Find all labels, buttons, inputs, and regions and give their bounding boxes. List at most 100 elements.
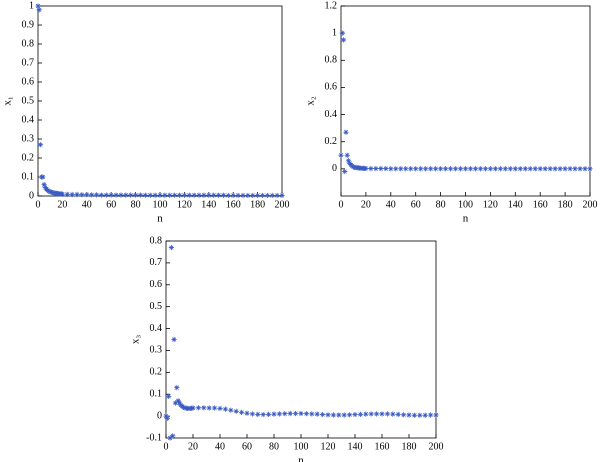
x-tick-label: 200 bbox=[275, 199, 290, 210]
point bbox=[497, 166, 503, 172]
point bbox=[162, 192, 168, 198]
point bbox=[433, 166, 439, 172]
point bbox=[98, 192, 105, 198]
point bbox=[269, 192, 275, 199]
y-tick-label: 0.2 bbox=[22, 152, 35, 163]
point bbox=[215, 192, 222, 198]
point bbox=[228, 407, 234, 413]
point bbox=[552, 166, 558, 172]
point bbox=[93, 192, 100, 198]
point bbox=[368, 411, 374, 417]
point bbox=[452, 166, 459, 172]
point bbox=[103, 192, 109, 198]
point bbox=[522, 166, 528, 172]
point bbox=[303, 411, 309, 417]
x-tick-label: 140 bbox=[348, 441, 363, 452]
point bbox=[582, 166, 588, 172]
point bbox=[547, 166, 553, 172]
x-tick-label: 120 bbox=[177, 199, 192, 210]
point bbox=[235, 192, 241, 199]
point bbox=[137, 192, 144, 198]
x-tick-label: 0 bbox=[36, 199, 41, 210]
point bbox=[408, 166, 414, 172]
point bbox=[339, 30, 345, 36]
y-tick-label: -0.1 bbox=[146, 432, 162, 443]
y-tick-label: 0.7 bbox=[22, 57, 35, 68]
x-tick-label: 160 bbox=[226, 199, 241, 210]
point bbox=[442, 166, 449, 172]
point bbox=[287, 410, 293, 417]
point bbox=[388, 166, 394, 172]
point bbox=[250, 192, 256, 199]
point bbox=[172, 192, 178, 198]
point bbox=[422, 412, 428, 418]
x-tick-label: 200 bbox=[583, 199, 598, 210]
point bbox=[279, 192, 285, 199]
point bbox=[345, 158, 352, 164]
point bbox=[176, 400, 183, 406]
point bbox=[42, 184, 48, 191]
x-tick-label: 120 bbox=[483, 199, 498, 210]
y-tick-label: 0.6 bbox=[325, 82, 338, 93]
point bbox=[477, 166, 484, 172]
point bbox=[542, 166, 548, 172]
x-tick-label: 0 bbox=[164, 441, 169, 452]
x-axis-label: n bbox=[463, 213, 469, 225]
point bbox=[37, 142, 44, 148]
point bbox=[309, 411, 315, 417]
point bbox=[572, 166, 578, 172]
x-tick-label: 20 bbox=[188, 441, 198, 452]
point bbox=[264, 192, 270, 199]
point bbox=[220, 192, 227, 198]
point bbox=[341, 412, 347, 418]
point bbox=[175, 398, 181, 404]
point bbox=[363, 165, 369, 172]
x-tick-label: 40 bbox=[386, 199, 396, 210]
point bbox=[557, 166, 563, 172]
point bbox=[133, 192, 139, 198]
point bbox=[418, 166, 424, 172]
point bbox=[527, 166, 533, 172]
point bbox=[428, 412, 434, 418]
point bbox=[395, 411, 401, 417]
point bbox=[225, 192, 231, 199]
x-tick-label: 140 bbox=[201, 199, 216, 210]
y-tick-label: 0.9 bbox=[22, 19, 35, 30]
y-tick-label: 0.4 bbox=[325, 109, 338, 120]
y-tick-label: 0 bbox=[332, 163, 337, 174]
point bbox=[467, 166, 474, 172]
point bbox=[577, 166, 583, 172]
point bbox=[344, 152, 350, 158]
point bbox=[438, 166, 444, 172]
x-tick-label: 100 bbox=[153, 199, 168, 210]
point bbox=[201, 405, 207, 411]
point bbox=[244, 410, 250, 416]
y-tick-label: 1 bbox=[29, 0, 34, 11]
y-tick-label: 0.8 bbox=[150, 235, 163, 246]
y-tick-label: 0.1 bbox=[22, 171, 35, 182]
point bbox=[191, 192, 197, 198]
x-tick-label: 160 bbox=[375, 441, 390, 452]
point bbox=[113, 192, 119, 198]
point bbox=[206, 192, 212, 198]
point bbox=[181, 192, 187, 198]
point bbox=[507, 166, 513, 172]
point bbox=[403, 166, 409, 172]
point bbox=[347, 412, 353, 418]
point bbox=[276, 411, 282, 417]
point bbox=[123, 192, 129, 198]
point bbox=[447, 166, 454, 172]
point bbox=[562, 166, 568, 172]
point bbox=[378, 165, 384, 172]
point bbox=[64, 191, 70, 197]
x-axis-label: n bbox=[298, 455, 304, 462]
y-tick-label: 0.1 bbox=[150, 389, 163, 400]
x-tick-label: 180 bbox=[402, 441, 417, 452]
point bbox=[384, 411, 390, 417]
point bbox=[180, 404, 187, 410]
y-tick-label: 0 bbox=[29, 190, 34, 201]
point bbox=[336, 412, 342, 418]
point bbox=[176, 192, 183, 198]
y-tick-label: 0.3 bbox=[150, 345, 163, 356]
